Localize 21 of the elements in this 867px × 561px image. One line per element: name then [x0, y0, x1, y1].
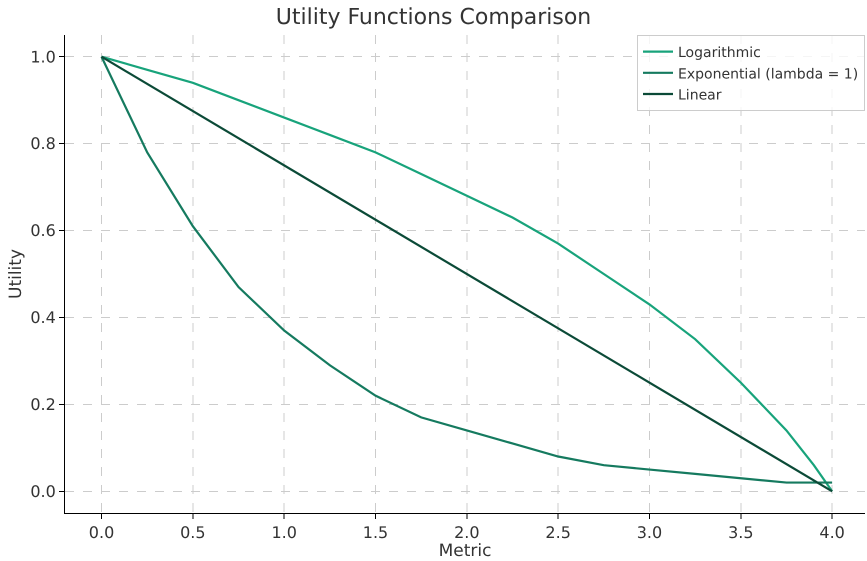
- x-tick-label: 1.0: [271, 523, 297, 542]
- legend-label: Logarithmic: [678, 45, 761, 62]
- x-tick-label: 0.5: [180, 523, 206, 542]
- chart-title: Utility Functions Comparison: [276, 4, 592, 30]
- legend-label: Linear: [678, 87, 722, 104]
- x-tick-label: 0.0: [88, 523, 114, 542]
- x-tick-label: 2.5: [545, 523, 571, 542]
- y-tick-label: 1.0: [30, 47, 56, 66]
- y-tick-label: 0.6: [30, 221, 56, 240]
- y-tick-label: 0.4: [30, 308, 56, 328]
- y-axis-title: Utility: [6, 248, 26, 300]
- y-tick-label: 0.2: [30, 394, 56, 414]
- y-tick-label: 0.0: [30, 482, 56, 501]
- y-tick-label: 0.8: [30, 134, 56, 154]
- x-tick-label: 2.0: [454, 523, 480, 542]
- x-tick-label: 3.5: [728, 523, 754, 542]
- x-tick-label: 4.0: [819, 523, 845, 542]
- legend-label: Exponential (lambda = 1): [678, 66, 858, 82]
- x-tick-label: 3.0: [636, 523, 662, 542]
- x-axis-title: Metric: [438, 541, 492, 561]
- x-tick-label: 1.5: [362, 523, 388, 542]
